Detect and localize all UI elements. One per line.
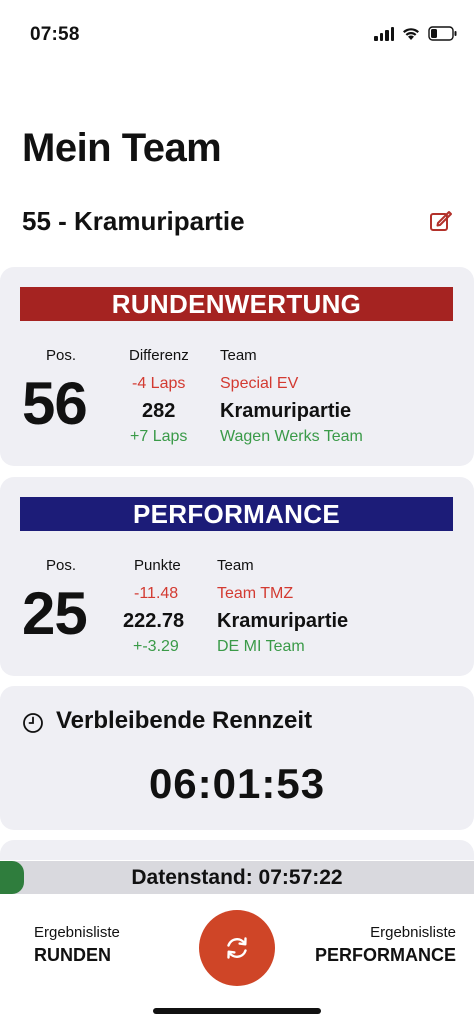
- home-indicator: [153, 1008, 321, 1014]
- remaining-time-card: Verbleibende Rennzeit 06:01:53: [0, 686, 474, 830]
- runden-value: 282: [142, 400, 176, 422]
- runden-team-label: Team: [220, 347, 257, 364]
- refresh-button[interactable]: [199, 910, 275, 986]
- performance-behind-diff: +-3.29: [133, 638, 179, 655]
- status-icons: [374, 26, 458, 41]
- performance-card: PERFORMANCE Pos. 25 Punkte Team -11.48 2…: [0, 477, 474, 676]
- performance-value: 222.78: [123, 610, 185, 632]
- nav-results-performance[interactable]: Ergebnisliste PERFORMANCE: [315, 924, 456, 966]
- refresh-icon: [227, 937, 247, 959]
- nav-results-runden[interactable]: Ergebnisliste RUNDEN: [34, 924, 120, 966]
- performance-pos-label: Pos.: [46, 557, 77, 574]
- nav-results-performance-caption: Ergebnisliste: [370, 924, 456, 941]
- team-name: 55 - Kramuripartie: [22, 206, 245, 236]
- runden-ahead-diff: -4 Laps: [132, 375, 186, 392]
- runden-behind-diff: +7 Laps: [130, 428, 188, 445]
- runden-diff-label: Differenz: [129, 347, 189, 364]
- runden-behind-team: Wagen Werks Team: [220, 428, 363, 445]
- runden-own-team: Kramuripartie: [220, 400, 352, 422]
- performance-own-team: Kramuripartie: [217, 610, 349, 632]
- performance-team-label: Team: [217, 557, 254, 574]
- page-title: Mein Team: [22, 126, 222, 170]
- signal-icon: [374, 26, 394, 41]
- runden-pos-label: Pos.: [46, 347, 77, 364]
- status-bar: 07:58: [0, 0, 474, 64]
- performance-diff-label: Punkte: [134, 557, 181, 574]
- runden-position: 56: [22, 370, 88, 437]
- runden-banner: RUNDENWERTUNG: [20, 287, 453, 321]
- data-progress-fill: [0, 861, 24, 894]
- data-status-bar: Datenstand: 07:57:22: [0, 861, 474, 894]
- nav-results-runden-caption: Ergebnisliste: [34, 924, 120, 941]
- performance-ahead-diff: -11.48: [134, 585, 179, 602]
- clock-icon: [22, 712, 44, 734]
- nav-results-performance-label: PERFORMANCE: [314, 945, 456, 965]
- wifi-icon: [401, 26, 421, 41]
- runden-ahead-team: Special EV: [220, 375, 299, 392]
- edit-icon[interactable]: [428, 208, 454, 234]
- performance-position: 25: [22, 580, 88, 647]
- runden-card: RUNDENWERTUNG Pos. 56 Differenz Team -4 …: [0, 267, 474, 466]
- remaining-time-label: Verbleibende Rennzeit: [56, 707, 313, 734]
- performance-banner: PERFORMANCE: [20, 497, 453, 531]
- data-status-text: Datenstand: 07:57:22: [131, 866, 343, 889]
- battery-icon: [428, 26, 458, 41]
- next-card: [0, 840, 474, 860]
- nav-results-runden-label: RUNDEN: [34, 945, 112, 965]
- performance-ahead-team: Team TMZ: [217, 585, 294, 602]
- remaining-time-value: 06:01:53: [148, 760, 326, 807]
- status-time: 07:58: [30, 24, 80, 45]
- performance-behind-team: DE MI Team: [217, 638, 305, 655]
